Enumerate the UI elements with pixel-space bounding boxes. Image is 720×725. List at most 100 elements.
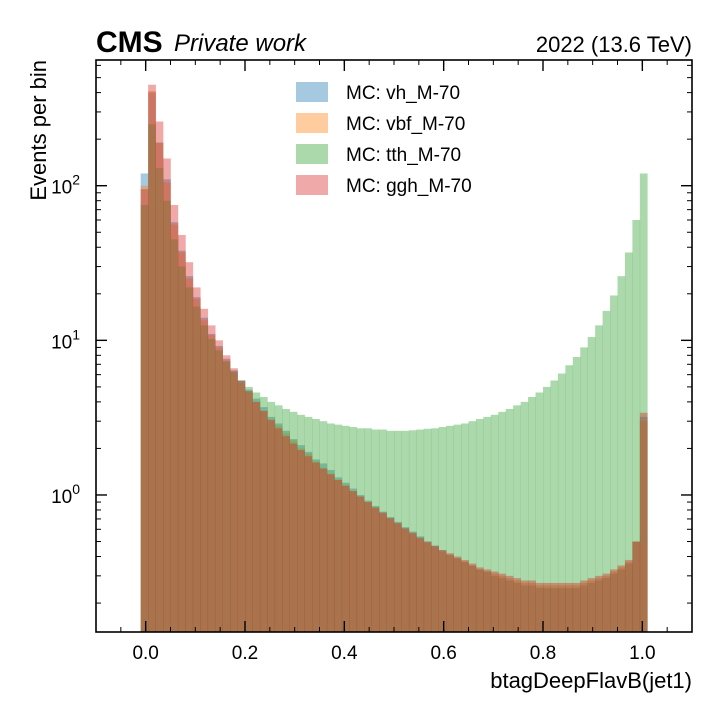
bar <box>245 386 253 632</box>
bar <box>408 533 417 632</box>
bar <box>550 585 559 632</box>
tag-label: Private work <box>174 30 308 57</box>
series-2 <box>140 90 648 632</box>
x-tick-label: 1.0 <box>629 643 655 664</box>
bar <box>602 578 611 632</box>
bar <box>468 565 477 632</box>
bar <box>148 84 156 632</box>
bar <box>438 427 447 632</box>
bar <box>155 121 164 632</box>
bar <box>267 420 276 632</box>
bar <box>408 532 417 632</box>
bar <box>177 266 186 632</box>
bar <box>401 430 410 632</box>
bar <box>326 423 335 632</box>
bar <box>289 439 298 632</box>
bar <box>245 391 253 632</box>
bar <box>543 386 551 632</box>
bar <box>505 580 514 632</box>
bar <box>520 580 529 632</box>
bar <box>379 429 387 632</box>
bar <box>252 398 261 632</box>
bar <box>475 569 484 632</box>
bar <box>602 575 611 632</box>
x-tick-label: 0.0 <box>132 643 158 664</box>
bar <box>215 350 223 632</box>
bar <box>207 335 216 632</box>
x-tick-label: 0.8 <box>530 643 556 664</box>
bar <box>289 411 298 632</box>
legend-entry: MC: vbf_M-70 <box>346 114 465 135</box>
bar <box>557 373 566 632</box>
bar <box>379 512 387 632</box>
legend-swatch <box>296 175 328 195</box>
bar <box>274 405 283 632</box>
bar <box>423 542 432 632</box>
y-tick-label: 100 <box>51 481 80 508</box>
bar <box>550 582 559 632</box>
bar <box>252 401 261 632</box>
bar <box>155 168 164 632</box>
bar <box>163 182 171 632</box>
bar <box>237 380 246 632</box>
bar <box>170 239 179 632</box>
bar <box>148 124 156 632</box>
bar <box>416 538 425 632</box>
bar <box>140 189 149 632</box>
bar <box>192 306 201 632</box>
bar <box>185 278 194 632</box>
bar <box>356 428 365 632</box>
bar <box>349 427 358 632</box>
bar <box>438 551 447 632</box>
bar <box>200 308 209 632</box>
bar <box>304 456 313 632</box>
bar <box>364 428 372 632</box>
bar <box>334 477 343 632</box>
bar <box>453 558 462 632</box>
bar <box>431 547 439 632</box>
bar <box>468 565 477 632</box>
bar <box>170 222 179 632</box>
bar <box>349 491 358 632</box>
bar <box>394 521 402 632</box>
bar <box>639 416 648 632</box>
bar <box>386 517 395 632</box>
bar <box>602 310 611 632</box>
bar <box>148 90 156 632</box>
bar <box>431 545 439 632</box>
bar <box>349 488 358 632</box>
bar <box>468 421 477 632</box>
bar <box>624 563 633 632</box>
bar <box>267 401 276 632</box>
legend-entry: MC: vh_M-70 <box>346 83 460 104</box>
bar <box>475 419 484 632</box>
bar <box>438 550 447 632</box>
bar <box>341 482 350 632</box>
bar <box>535 582 544 632</box>
bar <box>207 339 216 632</box>
bar <box>475 567 484 632</box>
bar <box>207 333 216 632</box>
bar <box>341 485 350 632</box>
bar <box>557 585 566 632</box>
bar <box>163 179 171 632</box>
bar <box>401 528 410 632</box>
bar <box>356 497 365 632</box>
bar <box>319 467 328 632</box>
bar <box>513 405 521 632</box>
bar <box>498 578 507 632</box>
bar <box>177 250 186 632</box>
bar <box>632 220 641 632</box>
bar <box>602 573 611 632</box>
bar <box>416 429 425 632</box>
bar <box>543 582 551 632</box>
bar <box>423 428 432 632</box>
bar <box>490 414 499 632</box>
bar <box>215 345 223 632</box>
bar <box>200 317 209 632</box>
bar <box>192 297 201 632</box>
bar <box>624 252 633 632</box>
bar <box>155 142 164 632</box>
